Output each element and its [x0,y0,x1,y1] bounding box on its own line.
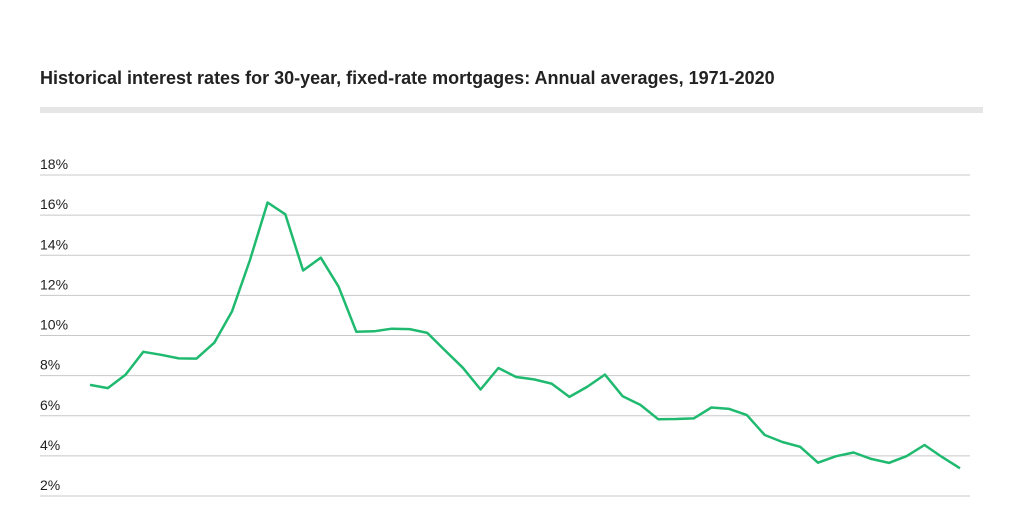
y-tick-label: 2% [40,477,60,493]
y-tick-label: 18% [40,156,68,172]
y-tick-label: 14% [40,236,68,252]
y-tick-label: 6% [40,397,60,413]
y-tick-label: 4% [40,437,60,453]
y-tick-label: 16% [40,196,68,212]
chart-title: Historical interest rates for 30-year, f… [40,68,775,88]
title-rule [40,107,983,113]
y-tick-label: 10% [40,317,68,333]
y-tick-label: 8% [40,357,60,373]
line-series [89,201,961,470]
y-tick-label: 12% [40,276,68,292]
